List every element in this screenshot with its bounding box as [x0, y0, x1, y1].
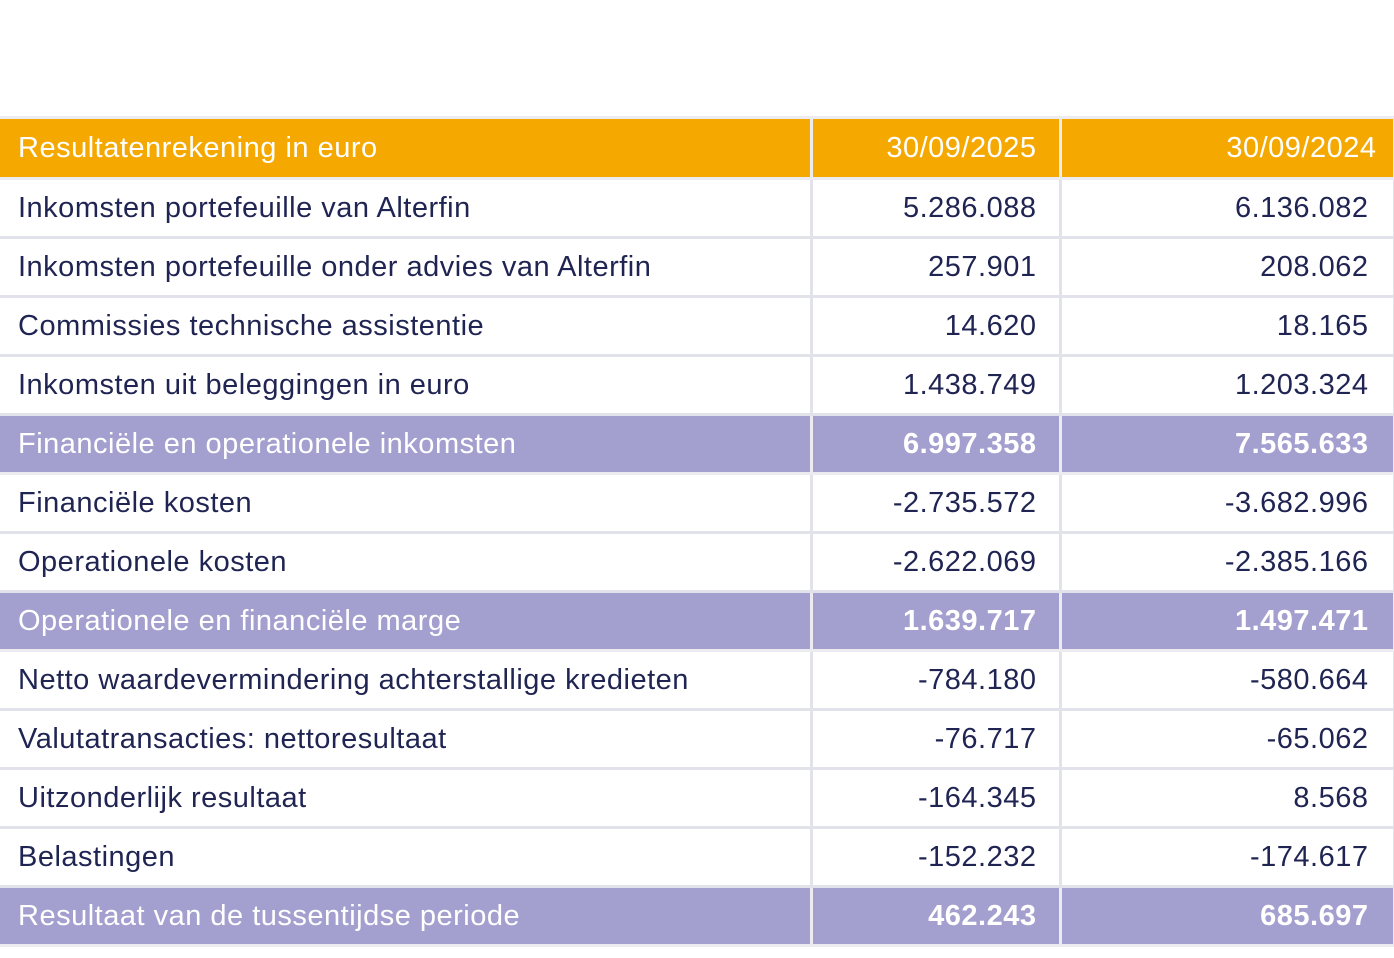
value-2024: 8.568 [1058, 767, 1394, 829]
table-row: Netto waardevermindering achterstallige … [0, 649, 1394, 711]
value-2024: -580.664 [1058, 649, 1394, 711]
value-2024: -3.682.996 [1058, 472, 1394, 534]
header-date-2025: 30/09/2025 [809, 116, 1062, 180]
header-label: Resultatenrekening in euro [0, 116, 813, 180]
table-row: Belastingen -152.232 -174.617 [0, 826, 1394, 888]
table-row: Financiële kosten -2.735.572 -3.682.996 [0, 472, 1394, 534]
row-label: Valutatransacties: nettoresultaat [0, 708, 813, 770]
value-2024: 685.697 [1058, 885, 1394, 947]
table-body: Inkomsten portefeuille van Alterfin 5.286… [0, 177, 1394, 947]
value-2025: 6.997.358 [809, 413, 1062, 475]
income-statement-table-wrapper: Resultatenrekening in euro 30/09/2025 30… [0, 116, 1394, 947]
value-2025: -784.180 [809, 649, 1062, 711]
table-header-row: Resultatenrekening in euro 30/09/2025 30… [0, 116, 1394, 180]
value-2025: -152.232 [809, 826, 1062, 888]
value-2025: -76.717 [809, 708, 1062, 770]
value-2024: 1.497.471 [1058, 590, 1394, 652]
total-row: Financiële en operationele inkomsten 6.99… [0, 413, 1394, 475]
table-row: Inkomsten portefeuille van Alterfin 5.286… [0, 177, 1394, 239]
table-row: Commissies technische assistentie 14.620 1… [0, 295, 1394, 357]
value-2025: 462.243 [809, 885, 1062, 947]
table-row: Inkomsten portefeuille onder advies van … [0, 236, 1394, 298]
value-2024: 7.565.633 [1058, 413, 1394, 475]
value-2024: -2.385.166 [1058, 531, 1394, 593]
income-statement-table: Resultatenrekening in euro 30/09/2025 30… [0, 116, 1394, 947]
row-label: Resultaat van de tussentijdse periode [0, 885, 813, 947]
row-label: Operationele en financiële marge [0, 590, 813, 652]
value-2025: -2.622.069 [809, 531, 1062, 593]
row-label: Inkomsten portefeuille onder advies van … [0, 236, 813, 298]
value-2025: -2.735.572 [809, 472, 1062, 534]
row-label: Financiële en operationele inkomsten [0, 413, 813, 475]
value-2024: -65.062 [1058, 708, 1394, 770]
row-label: Uitzonderlijk resultaat [0, 767, 813, 829]
row-label: Financiële kosten [0, 472, 813, 534]
row-label: Inkomsten portefeuille van Alterfin [0, 177, 813, 239]
value-2025: 1.438.749 [809, 354, 1062, 416]
value-2025: 5.286.088 [809, 177, 1062, 239]
value-2024: 208.062 [1058, 236, 1394, 298]
row-label: Operationele kosten [0, 531, 813, 593]
value-2024: -174.617 [1058, 826, 1394, 888]
value-2025: 257.901 [809, 236, 1062, 298]
header-date-2024: 30/09/2024 [1058, 116, 1394, 180]
row-label: Inkomsten uit beleggingen in euro [0, 354, 813, 416]
table-row: Valutatransacties: nettoresultaat -76.717… [0, 708, 1394, 770]
value-2024: 18.165 [1058, 295, 1394, 357]
table-row: Operationele kosten -2.622.069 -2.385.166 [0, 531, 1394, 593]
row-label: Netto waardevermindering achterstallige … [0, 649, 813, 711]
row-label: Belastingen [0, 826, 813, 888]
table-row: Inkomsten uit beleggingen in euro 1.438.7… [0, 354, 1394, 416]
total-row: Resultaat van de tussentijdse periode 462… [0, 885, 1394, 947]
value-2024: 1.203.324 [1058, 354, 1394, 416]
table-row: Uitzonderlijk resultaat -164.345 8.568 [0, 767, 1394, 829]
total-row: Operationele en financiële marge 1.639.71… [0, 590, 1394, 652]
value-2025: 1.639.717 [809, 590, 1062, 652]
value-2025: 14.620 [809, 295, 1062, 357]
value-2024: 6.136.082 [1058, 177, 1394, 239]
row-label: Commissies technische assistentie [0, 295, 813, 357]
value-2025: -164.345 [809, 767, 1062, 829]
